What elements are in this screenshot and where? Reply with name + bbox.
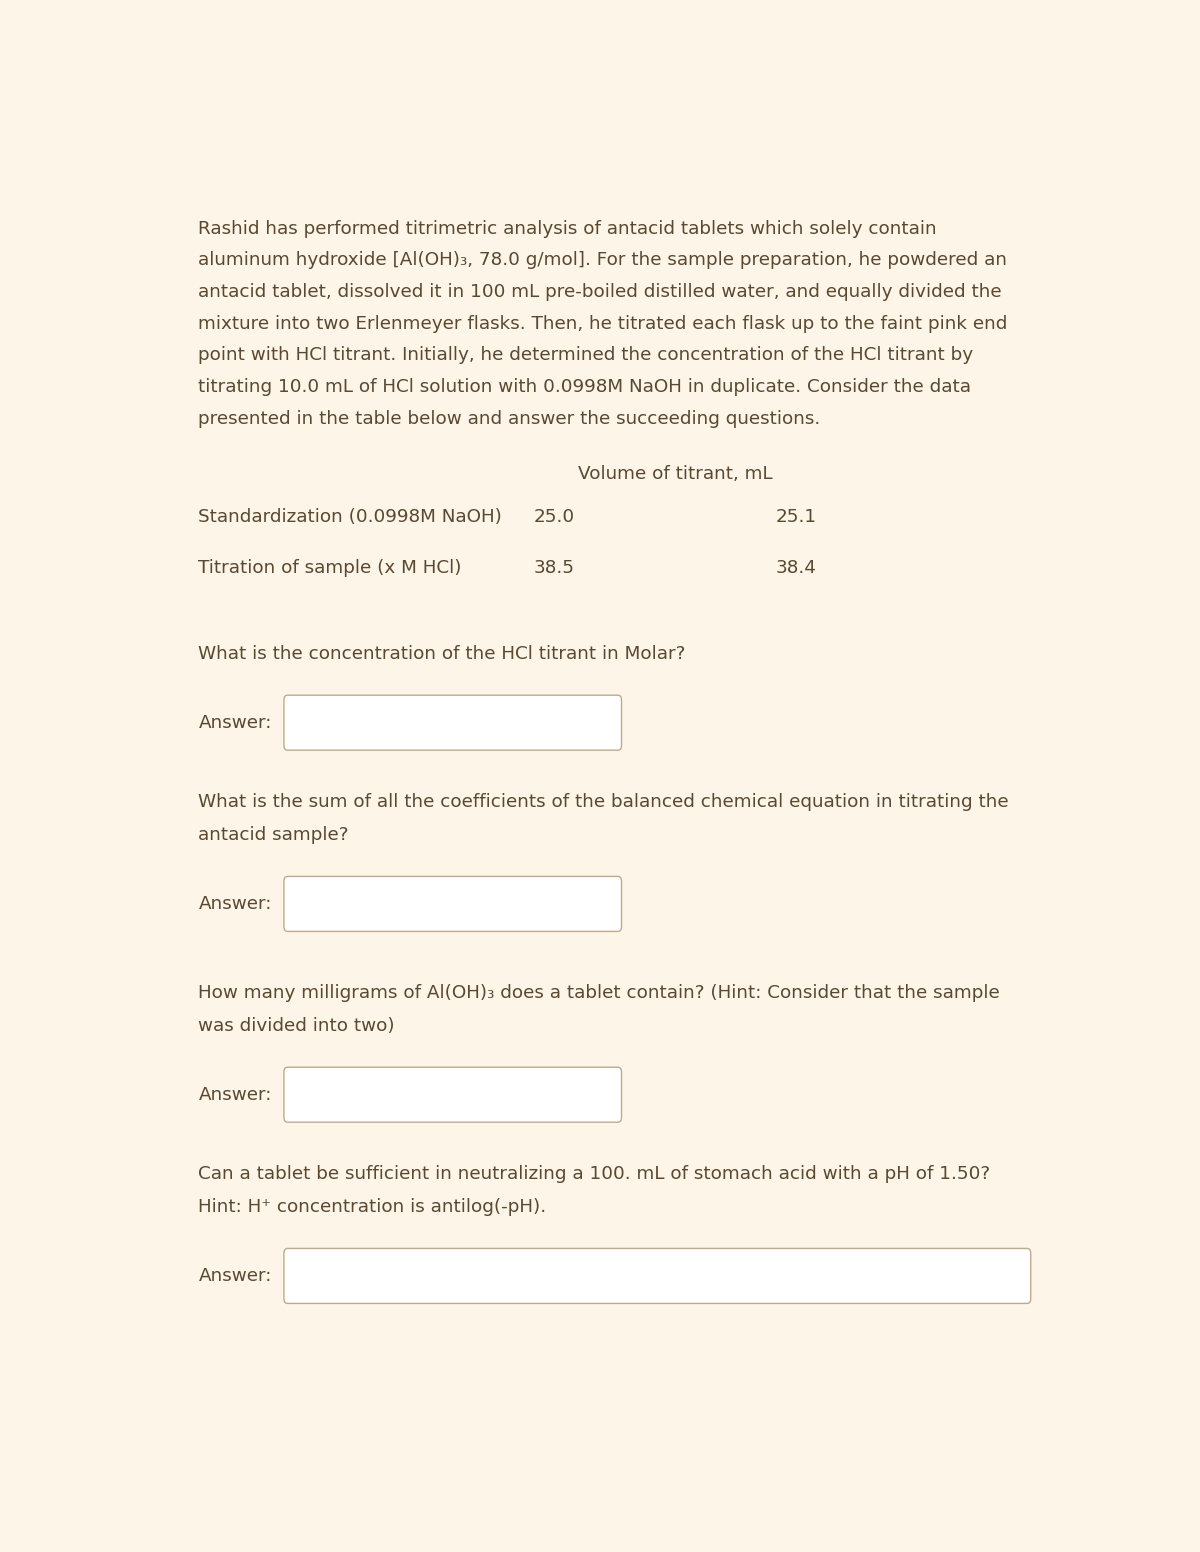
Text: Volume of titrant, mL: Volume of titrant, mL bbox=[578, 466, 773, 483]
Text: mixture into two Erlenmeyer flasks. Then, he titrated each flask up to the faint: mixture into two Erlenmeyer flasks. Then… bbox=[198, 315, 1008, 332]
FancyBboxPatch shape bbox=[284, 1068, 622, 1122]
Text: antacid sample?: antacid sample? bbox=[198, 827, 349, 844]
Text: What is the concentration of the HCl titrant in Molar?: What is the concentration of the HCl tit… bbox=[198, 646, 685, 663]
Text: was divided into two): was divided into two) bbox=[198, 1017, 395, 1035]
Text: What is the sum of all the coefficients of the balanced chemical equation in tit: What is the sum of all the coefficients … bbox=[198, 793, 1009, 812]
Text: Answer:: Answer: bbox=[198, 1086, 271, 1103]
FancyBboxPatch shape bbox=[284, 695, 622, 750]
Text: Answer:: Answer: bbox=[198, 1266, 271, 1285]
Text: Can a tablet be sufficient in neutralizing a 100. mL of stomach acid with a pH o: Can a tablet be sufficient in neutralizi… bbox=[198, 1166, 990, 1183]
Text: Hint: H⁺ concentration is antilog(-pH).: Hint: H⁺ concentration is antilog(-pH). bbox=[198, 1198, 546, 1217]
FancyBboxPatch shape bbox=[284, 1248, 1031, 1304]
Text: Titration of sample (x M HCl): Titration of sample (x M HCl) bbox=[198, 559, 462, 577]
Text: 38.4: 38.4 bbox=[776, 559, 817, 577]
Text: presented in the table below and answer the succeeding questions.: presented in the table below and answer … bbox=[198, 410, 821, 428]
Text: Rashid has performed titrimetric analysis of antacid tablets which solely contai: Rashid has performed titrimetric analysi… bbox=[198, 220, 937, 237]
FancyBboxPatch shape bbox=[284, 877, 622, 931]
Text: aluminum hydroxide [Al(OH)₃, 78.0 g/mol]. For the sample preparation, he powdere: aluminum hydroxide [Al(OH)₃, 78.0 g/mol]… bbox=[198, 251, 1007, 270]
Text: Answer:: Answer: bbox=[198, 896, 271, 913]
Text: How many milligrams of Al(OH)₃ does a tablet contain? (Hint: Consider that the s: How many milligrams of Al(OH)₃ does a ta… bbox=[198, 984, 1000, 1003]
Text: point with HCl titrant. Initially, he determined the concentration of the HCl ti: point with HCl titrant. Initially, he de… bbox=[198, 346, 973, 365]
Text: titrating 10.0 mL of HCl solution with 0.0998M NaOH in duplicate. Consider the d: titrating 10.0 mL of HCl solution with 0… bbox=[198, 379, 971, 396]
Text: 25.0: 25.0 bbox=[534, 508, 575, 526]
Text: antacid tablet, dissolved it in 100 mL pre-boiled distilled water, and equally d: antacid tablet, dissolved it in 100 mL p… bbox=[198, 282, 1002, 301]
Text: Answer:: Answer: bbox=[198, 714, 271, 731]
Text: 38.5: 38.5 bbox=[534, 559, 575, 577]
Text: Standardization (0.0998M NaOH): Standardization (0.0998M NaOH) bbox=[198, 508, 503, 526]
Text: 25.1: 25.1 bbox=[775, 508, 817, 526]
